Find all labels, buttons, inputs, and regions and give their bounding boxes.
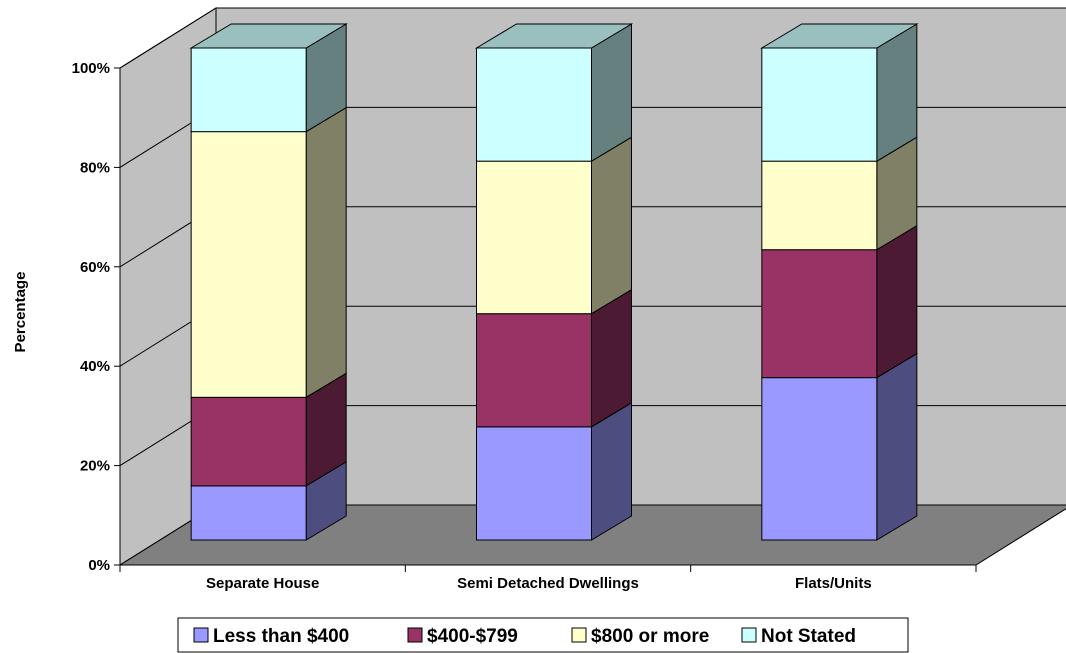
x-tick-label: Separate House [206,575,319,592]
legend-swatch [407,627,423,643]
bar-top [474,23,634,49]
bar-front [476,313,592,428]
bar-segment [189,23,348,133]
bar-top [189,23,348,49]
bar-segment [761,352,918,541]
bar-top [760,23,919,49]
legend-item: $400-$799 [407,626,518,647]
bar-front [761,160,878,251]
bar-front [190,485,307,541]
bar-front [190,47,307,133]
y-tick-label: 60% [80,259,110,276]
bar-front [476,47,592,162]
x-tick-label: Flats/Units [795,575,872,592]
legend-swatch [571,627,587,643]
legend-box [177,617,909,653]
bar-front [190,131,307,398]
bar-front [761,249,878,379]
bar-front [761,377,878,541]
bar-segment [760,23,919,163]
y-tick-label: 40% [80,358,110,375]
bar-side [876,352,918,541]
bar-side [305,106,347,399]
chart-bars [189,23,919,541]
x-tick-label: Semi Detached Dwellings [457,575,639,592]
legend-label: $400-$799 [427,626,518,647]
legend-swatch [193,627,209,643]
chart-labels: 0% 20% 40% 60% 80% 100% Separate House Semi Det… [72,60,872,592]
y-axis-title: Percentage [12,272,29,353]
bar-side [591,136,632,315]
legend-item: Not Stated [741,626,856,647]
bar-segment [476,136,632,315]
y-tick-label: 100% [72,60,110,77]
legend-label: Less than $400 [213,626,349,647]
bar-side [876,224,918,379]
legend: Less than $400 $400-$799 $800 or more Not S… [177,617,909,653]
bar-segment [476,288,632,428]
legend-label: Not Stated [761,626,856,647]
legend-label: $800 or more [591,626,709,647]
bar-segment [190,460,347,541]
gridline [119,7,1066,69]
bar-segment [190,372,347,487]
bar-segment [474,23,634,163]
bar-segment [476,401,632,541]
bar-segment [761,136,918,251]
legend-item: $800 or more [571,626,709,647]
bar-front [761,47,878,162]
y-tick-label: 0% [88,557,110,574]
bar-segment [761,224,918,379]
bar-front [190,396,307,487]
legend-item: Less than $400 [193,626,349,647]
y-tick-label: 20% [80,458,110,475]
chart-axes [114,67,977,572]
y-tick-label: 80% [80,159,110,176]
legend-swatch [741,627,757,643]
bar-front [476,426,592,541]
bar-front [476,160,592,315]
bar-segment [190,106,347,399]
